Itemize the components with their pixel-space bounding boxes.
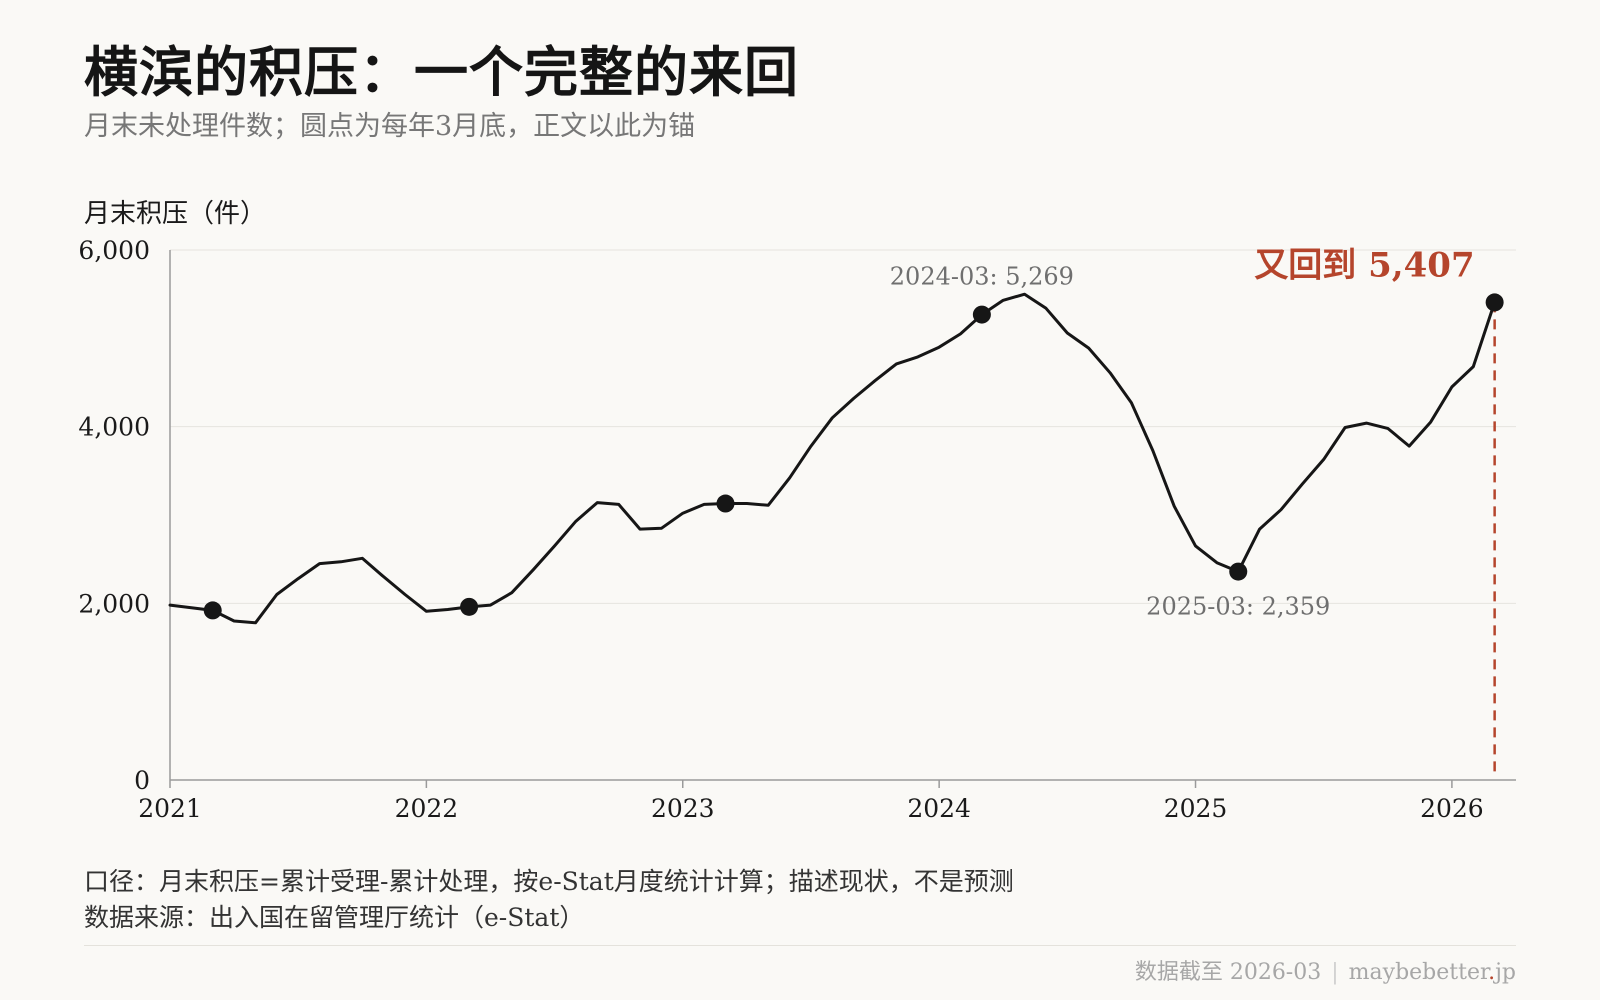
march-marker [1229,562,1248,581]
x-tick-label: 2022 [395,794,459,823]
point-annotation: 2024-03: 5,269 [890,263,1074,291]
march-marker [1485,293,1504,312]
axes [169,250,1516,788]
march-marker [972,305,991,324]
markers [203,293,1504,620]
footer-separator: | [1331,960,1339,985]
chart-subtitle: 月末未处理件数；圆点为每年3月底，正文以此为锚 [84,111,696,142]
x-tick-label: 2023 [651,794,715,823]
latest-annotation: 又回到 5,407 [1254,245,1474,285]
source-note: 数据来源：出入国在留管理厅统计（e-Stat） [84,903,585,932]
tick-labels: 0 2,000 4,000 6,000 2021 2022 2023 2024 2025 2026 [78,236,1483,823]
y-tick-label: 6,000 [78,236,150,265]
x-tick-label: 2021 [138,794,202,823]
y-axis-label: 月末积压（件） [84,199,266,229]
footer-divider [84,945,1516,946]
march-marker [460,597,479,616]
chart-title: 横滨的积压：一个完整的来回 [84,40,799,104]
footer: 数据截至 2026-03 | maybebetter.jp [1135,954,1516,986]
data-date: 数据截至 2026-03 [1134,960,1322,985]
gridlines [170,249,1516,604]
march-marker [716,494,735,513]
x-tick-label: 2026 [1420,794,1484,823]
annotations: 2024-03: 5,269 2025-03: 2,359 又回到 5,407 [890,245,1475,620]
y-tick-label: 2,000 [78,589,150,618]
y-tick-label: 4,000 [78,413,150,442]
series-line [168,292,1497,625]
y-tick-label: 0 [134,766,150,795]
site-dot: . [1488,960,1496,985]
series [168,292,1497,772]
method-note: 口径：月末积压=累计受理-累计处理，按e-Stat月度统计计算；描述现状，不是预… [84,867,1014,896]
site-name-b: jp [1495,960,1516,985]
point-annotation: 2025-03: 2,359 [1146,593,1330,621]
line-chart: 0 2,000 4,000 6,000 2021 2022 2023 2024 2025 2026… [78,199,1516,823]
x-tick-label: 2025 [1164,794,1228,823]
site-name-a: maybebetter [1348,960,1489,985]
march-marker [203,601,222,620]
x-tick-label: 2024 [907,794,971,823]
